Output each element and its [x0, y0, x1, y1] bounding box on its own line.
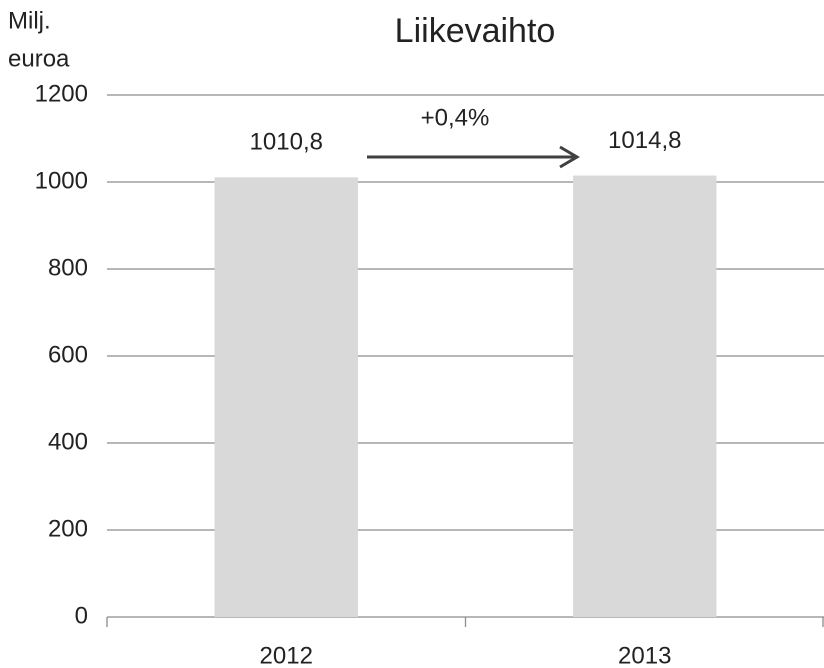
chart-title: Liikevaihto	[395, 12, 556, 50]
y-tick-label: 1000	[35, 167, 88, 194]
data-label: 1014,8	[608, 127, 681, 154]
y-tick-label: 400	[48, 428, 88, 455]
annotation: +0,4%	[421, 104, 490, 131]
y-tick-label: 1200	[35, 80, 88, 107]
y-axis-label: Milj.	[8, 7, 51, 34]
data-label: 1010,8	[250, 129, 323, 156]
y-axis-label: euroa	[8, 45, 70, 72]
y-tick-label: 0	[75, 602, 88, 629]
annotation-arrow	[367, 145, 580, 169]
bar	[573, 175, 717, 617]
y-tick-label: 600	[48, 341, 88, 368]
y-tick-label: 800	[48, 254, 88, 281]
y-tick-label: 200	[48, 515, 88, 542]
x-tick-label: 2013	[618, 642, 671, 668]
x-tick-label: 2012	[260, 642, 313, 668]
bar	[214, 177, 358, 617]
arrow-head	[559, 145, 580, 169]
